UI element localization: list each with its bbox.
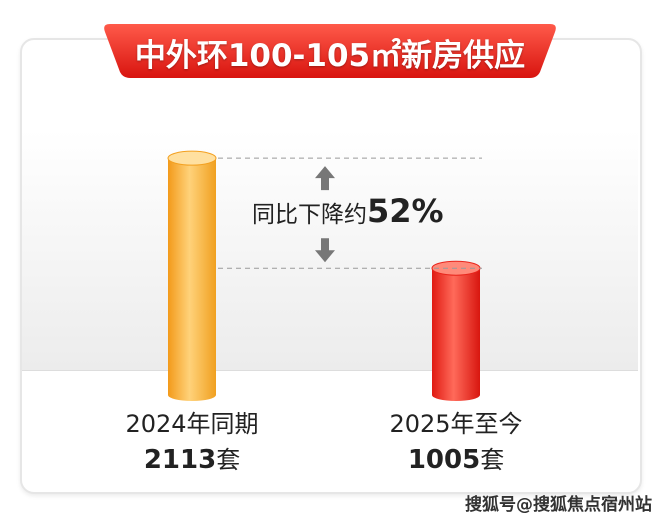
category-label: 2024年同期 — [125, 410, 259, 438]
value-number: 1005 — [407, 445, 481, 475]
value-label: 1005套 — [356, 440, 556, 475]
chart-title: 中外环100-105㎡新房供应 — [134, 38, 526, 74]
value-number: 2113 — [143, 445, 217, 475]
change-value: 52% — [367, 192, 444, 230]
bar — [168, 158, 216, 395]
bar-base — [168, 389, 216, 401]
bar — [432, 268, 480, 395]
watermark: 搜狐号@搜狐焦点宿州站 — [465, 495, 652, 515]
arrow-down-icon — [315, 238, 335, 263]
arrow-up-icon — [315, 166, 335, 191]
value-unit: 套 — [216, 446, 241, 474]
change-prefix: 同比下降约 — [252, 202, 367, 228]
title-banner — [104, 24, 556, 78]
value-unit: 套 — [480, 446, 505, 474]
change-annotation: 同比下降约52% — [252, 192, 444, 230]
category-label: 2025年至今 — [389, 410, 523, 438]
value-label: 2113套 — [92, 440, 292, 475]
bar-top — [167, 150, 217, 166]
bar-base — [432, 389, 480, 401]
